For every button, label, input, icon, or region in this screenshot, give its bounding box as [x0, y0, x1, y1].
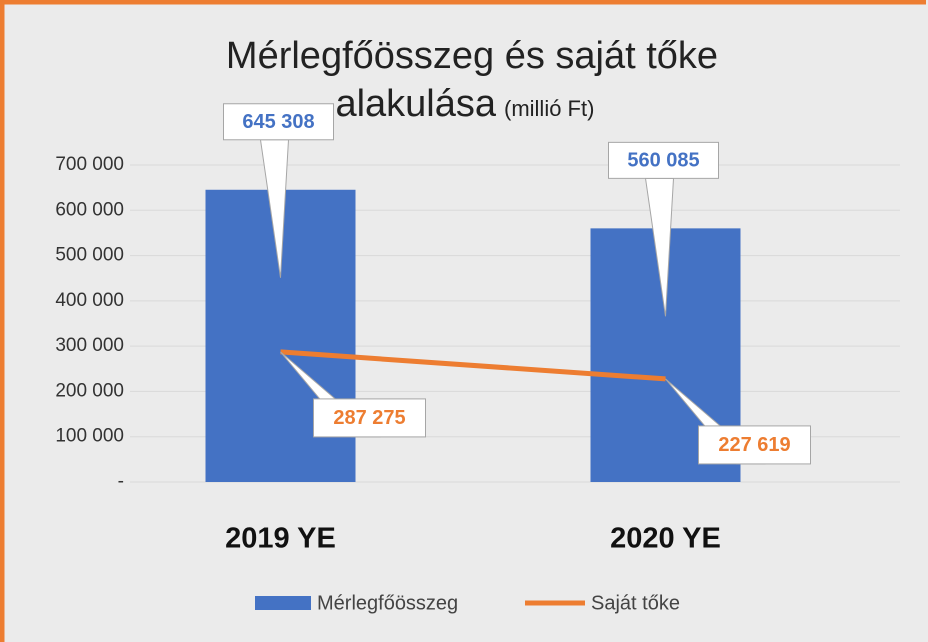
- data-label: 227 619: [718, 434, 790, 456]
- callout-joint: [352, 430, 379, 436]
- callout-joint: [737, 457, 764, 463]
- callout-joint: [646, 172, 673, 178]
- callout-box: [608, 141, 719, 179]
- data-label: 287 275: [333, 407, 405, 429]
- chart-title: alakulása: [335, 83, 496, 125]
- legend-label: Mérlegfőösszeg: [317, 592, 458, 614]
- y-tick-label: 400 000: [55, 290, 124, 311]
- line: [280, 349, 666, 382]
- callout-box: [223, 103, 334, 141]
- data-label: 560 085: [627, 150, 699, 172]
- y-tick-label: 300 000: [55, 335, 124, 356]
- y-tick-label: -: [118, 471, 124, 492]
- chart-title: Mérlegfőösszeg és saját tőke: [226, 35, 718, 77]
- callout-joint: [261, 133, 288, 139]
- y-tick-label: 500 000: [55, 245, 124, 266]
- legend-label: Saját tőke: [591, 592, 680, 614]
- x-tick-label: 2019 YE: [225, 523, 336, 555]
- callout-box: [698, 425, 811, 465]
- callout-box: [313, 398, 426, 438]
- legend-swatch: [255, 596, 311, 610]
- y-tick-label: 700 000: [55, 154, 124, 175]
- y-tick-label: 600 000: [55, 199, 124, 220]
- y-tick-label: 100 000: [55, 426, 124, 447]
- x-tick-label: 2020 YE: [610, 523, 721, 555]
- chart-title-unit: (millió Ft): [504, 96, 594, 121]
- y-tick-label: 200 000: [55, 380, 124, 401]
- data-label: 645 308: [242, 111, 314, 133]
